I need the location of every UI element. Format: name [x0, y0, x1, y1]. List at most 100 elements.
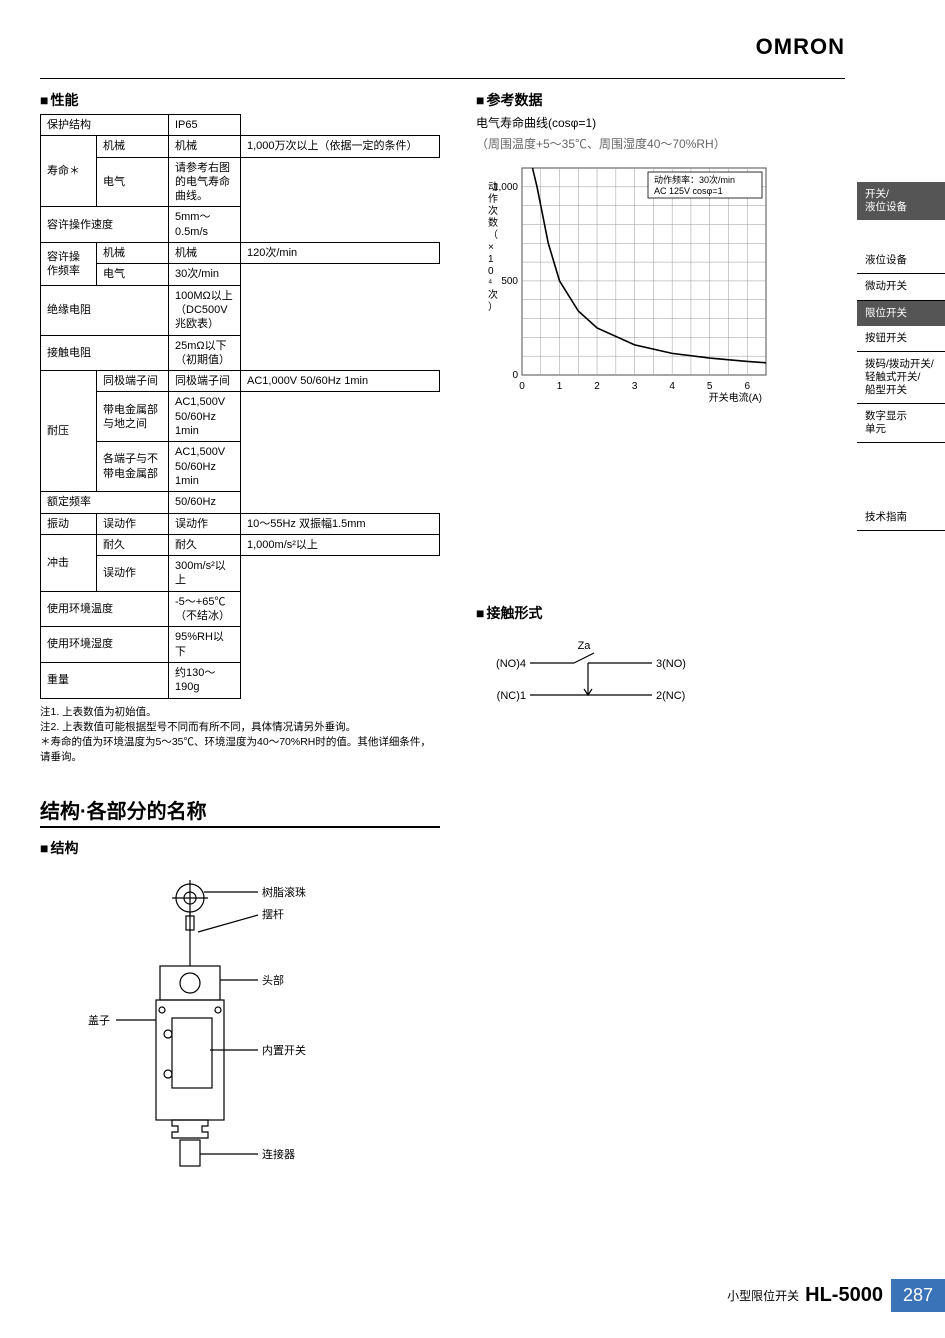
chart-cond: （周围温度+5～35℃、周围湿度40～70%RH）	[476, 135, 796, 152]
life-chart: 01234565001,0000动作频率：30次/minAC 125V cosφ…	[476, 158, 776, 403]
structure-heading: 结构·各部分的名称	[40, 795, 440, 828]
svg-text:0: 0	[488, 266, 494, 277]
spec-key: 使用环境湿度	[41, 627, 169, 663]
structure-diagram: 树脂滚珠 摆杆 头部 内置开关 连接器 盖子	[40, 870, 360, 1190]
sidebar-group[interactable]: 开关/ 液位设备	[857, 182, 945, 220]
contact-nc2: 2(NC)	[656, 690, 685, 702]
footer-product-model: HL-5000	[805, 1284, 883, 1307]
contact-nc1: (NC)1	[497, 690, 526, 702]
svg-text:1: 1	[557, 381, 563, 392]
spec-val: 1,000万次以上（依据一定的条件）	[241, 136, 440, 157]
spec-val: 300m/s²以上	[169, 556, 241, 592]
spec-sub: 机械	[169, 243, 241, 264]
spec-key: 冲击	[41, 534, 97, 591]
brand-logo: OMRON	[756, 34, 845, 60]
svg-text:作: 作	[488, 193, 498, 205]
page-footer: 小型限位开关 HL-5000 287	[727, 1279, 945, 1312]
spec-val: AC1,500V 50/60Hz 1min	[169, 442, 241, 492]
spec-val: -5～+65℃ （不结冰）	[169, 591, 241, 627]
spec-val: 5mm～0.5m/s	[169, 207, 241, 243]
chart-title: 电气寿命曲线(cosφ=1)	[476, 114, 796, 131]
label-connector: 连接器	[262, 1148, 295, 1161]
spec-sub: 耐久	[169, 534, 241, 555]
footer-page-number: 287	[891, 1279, 945, 1312]
label-switch: 内置开关	[262, 1043, 306, 1057]
spec-sub: 误动作	[169, 513, 241, 534]
spec-sub: 同极端子间	[97, 371, 169, 392]
svg-text:0: 0	[512, 370, 518, 381]
svg-text:4: 4	[669, 381, 675, 392]
spec-sub: 机械	[97, 136, 169, 157]
svg-text:动作频率：30次/min: 动作频率：30次/min	[654, 174, 735, 185]
top-rule	[40, 78, 845, 79]
spec-val: 50/60Hz	[169, 492, 241, 513]
svg-text:500: 500	[501, 276, 518, 287]
svg-text:6: 6	[744, 381, 750, 392]
ref-heading: 参考数据	[476, 90, 796, 110]
spec-key: 使用环境温度	[41, 591, 169, 627]
sidebar-tech[interactable]: 技术指南	[857, 503, 945, 531]
spec-key: 接触电阻	[41, 335, 169, 371]
spec-val: 1,000m/s²以上	[241, 534, 440, 555]
spec-val: 10～55Hz 双振幅1.5mm	[241, 513, 440, 534]
contact-za: Za	[578, 640, 592, 652]
spec-sub: 误动作	[97, 513, 169, 534]
spec-sub: 机械	[97, 243, 169, 264]
contact-no4: (NO)4	[496, 658, 526, 670]
contact-diagram: Za (NO)4 3(NO) (NC)1 2(NC)	[476, 639, 706, 719]
sidebar-item[interactable]: 液位设备	[857, 248, 945, 274]
spec-key: 振动	[41, 513, 97, 534]
spec-val: 30次/min	[169, 264, 241, 285]
contact-no3: 3(NO)	[656, 658, 686, 670]
spec-val: IP65	[169, 115, 241, 136]
spec-key: 寿命＊	[41, 136, 97, 207]
label-lever: 摆杆	[262, 907, 284, 921]
struct-subheading: 结构	[40, 838, 440, 858]
sidebar-item[interactable]: 按钮开关	[857, 326, 945, 352]
svg-text:开关电流(A): 开关电流(A)	[709, 391, 762, 403]
svg-text:0: 0	[519, 381, 525, 392]
spec-val: AC1,000V 50/60Hz 1min	[241, 371, 440, 392]
spec-key: 容许操作速度	[41, 207, 169, 243]
svg-text:×: ×	[488, 242, 494, 253]
spec-key: 绝缘电阻	[41, 285, 169, 335]
contact-heading: 接触形式	[476, 603, 796, 623]
category-sidebar: 开关/ 液位设备 液位设备微动开关限位开关按钮开关拨码/拨动开关/ 轻触式开关/…	[857, 182, 945, 531]
spec-sub: 机械	[169, 136, 241, 157]
svg-text:1: 1	[488, 254, 494, 265]
spec-val: AC1,500V 50/60Hz 1min	[169, 392, 241, 442]
spec-sub: 各端子与不带电金属部	[97, 442, 169, 492]
spec-key: 保护结构	[41, 115, 169, 136]
spec-val: 100MΩ以上（DC500V兆欧表）	[169, 285, 241, 335]
svg-text:）: ）	[488, 301, 498, 313]
spec-val: 请参考右图的电气寿命曲线。	[169, 157, 241, 207]
spec-notes: 注1. 上表数值为初始值。注2. 上表数值可能根据型号不同而有所不同，具体情况请…	[40, 705, 440, 766]
spec-sub: 带电金属部与地之间	[97, 392, 169, 442]
spec-sub: 电气	[97, 264, 169, 285]
svg-text:（: （	[488, 229, 498, 241]
spec-sub: 电气	[97, 157, 169, 207]
spec-key: 耐压	[41, 371, 97, 492]
label-roller: 树脂滚珠	[262, 885, 306, 899]
sidebar-item[interactable]: 拨码/拨动开关/ 轻触式开关/ 船型开关	[857, 352, 945, 404]
sidebar-item[interactable]: 微动开关	[857, 274, 945, 300]
sidebar-item[interactable]: 数字显示 单元	[857, 404, 945, 443]
label-cover: 盖子	[88, 1013, 110, 1027]
spec-sub: 误动作	[97, 556, 169, 592]
svg-text:动: 动	[488, 181, 498, 193]
sidebar-item[interactable]: 限位开关	[857, 301, 945, 326]
svg-text:5: 5	[707, 381, 713, 392]
spec-val: 25mΩ以下（初期值）	[169, 335, 241, 371]
svg-text:3: 3	[632, 381, 638, 392]
perf-heading: 性能	[40, 90, 440, 110]
svg-text:次: 次	[488, 288, 498, 301]
footer-product-name: 小型限位开关	[727, 1287, 799, 1304]
svg-text:2: 2	[594, 381, 600, 392]
svg-text:数: 数	[488, 216, 498, 229]
spec-val: 约130～190g	[169, 662, 241, 698]
svg-text:⁴: ⁴	[488, 278, 492, 289]
spec-key: 重量	[41, 662, 169, 698]
spec-sub: 同极端子间	[169, 371, 241, 392]
svg-text:次: 次	[488, 204, 498, 217]
spec-key: 容许操作频率	[41, 243, 97, 286]
